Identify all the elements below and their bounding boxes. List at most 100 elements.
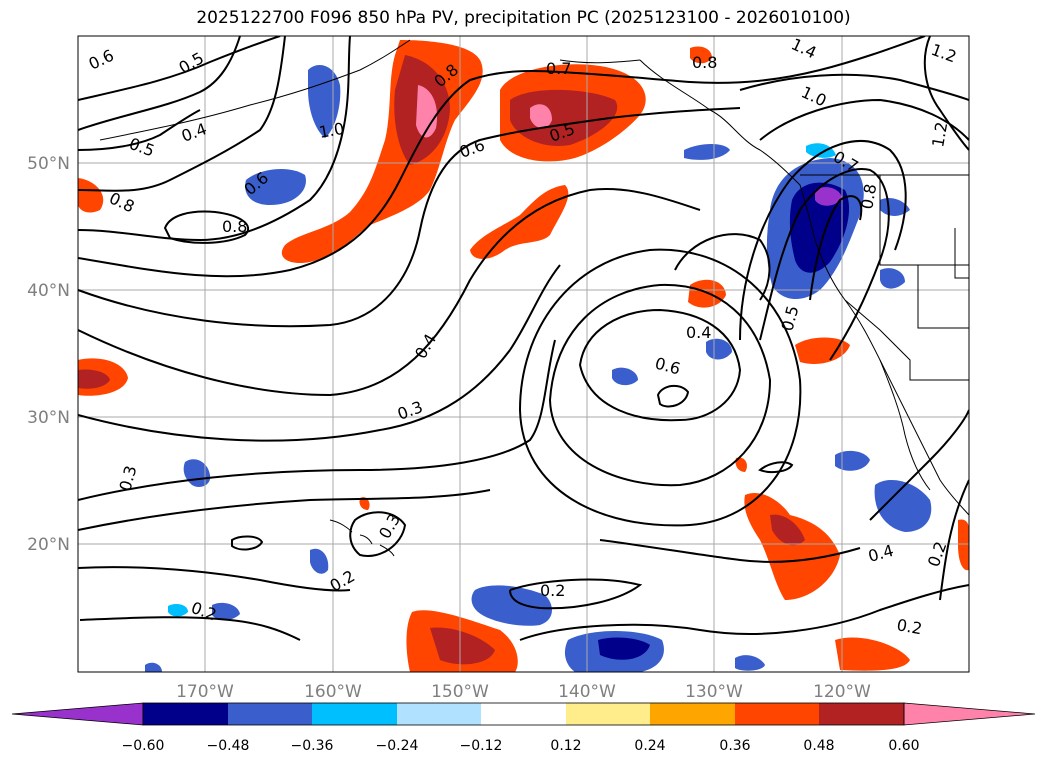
contour-line — [78, 36, 926, 278]
contour-label: 0.2 — [895, 615, 923, 638]
contour-label: 0.8 — [857, 182, 880, 210]
contour-line — [869, 409, 969, 521]
contour-line — [739, 73, 969, 101]
colorbar-tick-label: −0.12 — [460, 738, 503, 754]
contour-label: 0.2 — [540, 581, 565, 600]
contour-line — [163, 210, 250, 244]
contour-line — [519, 584, 969, 641]
lat-label-50n: 50°N — [27, 154, 70, 174]
contour-line — [809, 195, 863, 301]
precip-neg-e — [880, 268, 905, 289]
coastlines — [99, 39, 969, 557]
colorbar-segment — [819, 703, 904, 725]
colorbar-tick-label: 0.48 — [803, 738, 834, 754]
precip-blob-ne-pacific-peak — [530, 104, 552, 129]
lat-label-20n: 20°N — [27, 535, 70, 555]
contour-line — [78, 36, 241, 131]
border-state-1 — [879, 175, 969, 266]
contour-label: 0.8 — [692, 53, 717, 72]
contour-line — [599, 539, 861, 563]
lon-label-150w: 150°W — [431, 682, 489, 702]
precip-neg-trop2-core — [598, 637, 650, 660]
border-state-2 — [917, 265, 969, 329]
colorbar-tick-label: −0.60 — [122, 738, 165, 754]
contour-line — [758, 461, 794, 474]
contour-label: 1.2 — [928, 120, 951, 148]
map-title: 2025122700 F096 850 hPa PV, precipitatio… — [196, 8, 851, 28]
colorbar-segment — [397, 703, 481, 725]
contour-label: 1.0 — [317, 119, 345, 142]
contour-line — [548, 283, 772, 487]
colorbar: −0.60 −0.48 −0.36 −0.24 −0.12 0.12 0.24 … — [11, 702, 1036, 754]
precip-neg-mid2 — [706, 338, 732, 360]
latitude-axis: 50°N 40°N 30°N 20°N — [27, 154, 70, 555]
lat-label-30n: 30°N — [27, 408, 70, 428]
precip-blob-small1 — [735, 457, 747, 472]
map-panel: 0.6 0.5 0.5 0.4 1.0 0.8 0.7 0.5 0.6 0.8 … — [77, 34, 970, 673]
contour-line — [518, 248, 802, 527]
colorbar-segment — [566, 703, 650, 725]
colorbar-tick-label: 0.12 — [550, 738, 581, 754]
contour-line — [759, 168, 890, 361]
precip-neg-calif — [835, 450, 870, 471]
precip-neg-alaska — [245, 168, 306, 205]
lon-label-120w: 120°W — [813, 682, 871, 702]
contour-label: 0.4 — [686, 323, 711, 342]
colorbar-tick-label: −0.36 — [291, 738, 334, 754]
precip-blob-se — [835, 637, 910, 671]
contour-line — [739, 140, 907, 341]
precip-neg-trop4 — [145, 662, 162, 672]
contour-line — [349, 511, 407, 557]
contour-line — [78, 36, 286, 192]
precip-blob-gulf-peak — [416, 85, 438, 138]
lon-label-140w: 140°W — [558, 682, 616, 702]
contour-line — [674, 233, 771, 301]
colorbar-segment — [143, 703, 228, 725]
contour-line — [231, 535, 264, 551]
colorbar-extend-right — [903, 702, 1036, 726]
coastline-baja — [879, 359, 931, 491]
contour-line — [578, 308, 742, 422]
contour-line — [78, 36, 281, 101]
contour-line — [78, 107, 741, 328]
contour-line — [78, 566, 351, 592]
precip-blob-far-e — [958, 519, 969, 571]
contour-line — [79, 616, 301, 641]
precip-neg-aleut — [308, 65, 341, 138]
colorbar-segment — [481, 703, 566, 725]
precip-blob-hawaii-s-core — [430, 627, 495, 665]
border-state-4 — [954, 228, 969, 279]
longitude-axis: 170°W 160°W 150°W 140°W 130°W 120°W — [176, 682, 871, 702]
colorbar-segment — [228, 703, 312, 725]
precip-neg-trop1 — [471, 585, 552, 626]
precip-blob-west2-core — [78, 369, 110, 389]
colorbar-segment — [312, 703, 397, 725]
contour-line — [923, 36, 969, 151]
precip-neg-w2 — [310, 548, 329, 574]
map-gridlines — [78, 36, 969, 672]
precip-blob-west — [78, 178, 104, 213]
precip-neg-pnw-edge — [806, 143, 836, 158]
contour-line — [939, 479, 969, 601]
colorbar-frame — [142, 702, 905, 726]
precip-neg-baja — [874, 480, 932, 532]
lat-label-40n: 40°N — [27, 281, 70, 301]
map-frame — [77, 35, 970, 673]
coastline-aleutians — [99, 39, 411, 141]
contour-label: 0.7 — [546, 59, 571, 78]
contour-line — [656, 384, 690, 408]
colorbar-tick-label: 0.24 — [634, 738, 665, 754]
precip-neg-trop3 — [735, 655, 765, 671]
coastline-alaska-se — [559, 59, 641, 64]
coastline-north-america — [639, 59, 969, 516]
precip-neg-w3 — [212, 602, 240, 621]
colorbar-segment — [650, 703, 735, 725]
lon-label-170w: 170°W — [176, 682, 234, 702]
contour-label: 0.8 — [222, 217, 247, 236]
contour-line — [78, 339, 556, 501]
precip-blob-ne-pacific-core — [510, 89, 618, 146]
contour-line — [78, 109, 201, 151]
contour-line — [78, 36, 351, 242]
colorbar-tick-label: 0.60 — [888, 738, 919, 754]
